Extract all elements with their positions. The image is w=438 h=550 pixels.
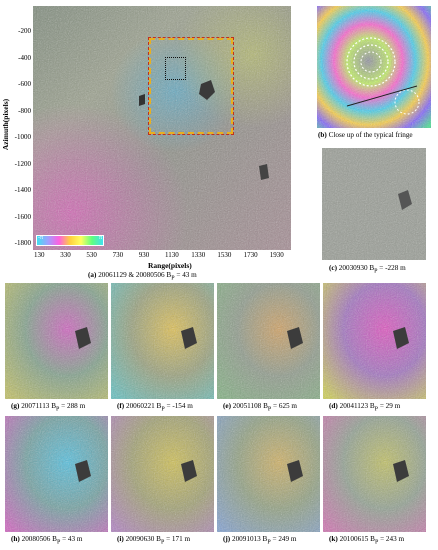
interferogram-tile (323, 283, 426, 399)
tile-caption: (h) 20080506 BP = 43 m (11, 535, 83, 546)
caption-c: (c) 20030930 BP = -228 m (329, 264, 406, 275)
caption-a: (a) 20061129 & 20080506 BP = 43 m (88, 271, 197, 282)
x-tick-label: 1530 (217, 251, 232, 259)
interferogram-tile (217, 416, 320, 532)
caption-b: (b) Close up of the typical fringe (318, 131, 413, 139)
x-tick-label: 130 (34, 251, 45, 259)
tile-caption: (k) 20100615 BP = 243 m (329, 535, 405, 546)
roi-inner-box (165, 57, 186, 80)
x-tick-label: 330 (60, 251, 71, 259)
phase-colorbar: -π π (36, 235, 104, 246)
interferogram-a: -π π (33, 6, 291, 250)
interferogram-tile (323, 416, 426, 532)
interferogram-tile (5, 416, 108, 532)
y-axis-title: Azimuth(pixels) (1, 98, 11, 151)
y-tick-label: -600 (18, 80, 31, 88)
interferogram-tile (111, 283, 214, 399)
interferogram-c-image (322, 148, 426, 260)
y-tick-label: -200 (18, 27, 31, 35)
interferogram-tile (5, 283, 108, 399)
x-tick-label: 730 (112, 251, 124, 259)
interferogram-c (322, 148, 426, 260)
x-tick-label: 930 (138, 251, 150, 259)
x-tick-label: 1730 (243, 251, 258, 259)
x-axis-title: Range(pixels) (148, 261, 192, 270)
x-tick-label: 1330 (191, 251, 206, 259)
colorbar-max-label: π (98, 235, 102, 241)
interferogram-a-image (33, 6, 291, 250)
y-tick-label: -1600 (14, 212, 31, 221)
y-tick-label: -800 (18, 106, 31, 115)
tile-caption: (i) 20090630 BP = 171 m (117, 535, 191, 546)
tile-caption: (e) 20051108 BP = 625 m (223, 402, 298, 413)
interferogram-tile (111, 416, 214, 532)
x-tick-label: 1130 (165, 251, 179, 259)
closeup-b (317, 6, 431, 128)
x-tick-label: 530 (86, 251, 97, 259)
colorbar-min-label: -π (38, 235, 44, 241)
interferogram-tile (217, 283, 320, 399)
roi-dashed-box (148, 37, 234, 135)
tile-caption: (f) 20060221 BP = -154 m (117, 402, 193, 413)
y-tick-label: -1400 (14, 186, 31, 194)
x-tick-label: 1930 (269, 251, 284, 259)
closeup-b-image (317, 6, 431, 128)
tile-caption: (g) 20071113 BP = 288 m (11, 402, 86, 413)
y-tick-label: -400 (18, 53, 31, 62)
y-tick-label: -1800 (14, 239, 31, 247)
tile-caption: (j) 20091013 BP = 249 m (223, 535, 297, 546)
y-tick-label: -1000 (14, 133, 31, 141)
y-tick-label: -1200 (14, 159, 31, 168)
tile-caption: (d) 20041123 BP = 29 m (329, 402, 401, 413)
